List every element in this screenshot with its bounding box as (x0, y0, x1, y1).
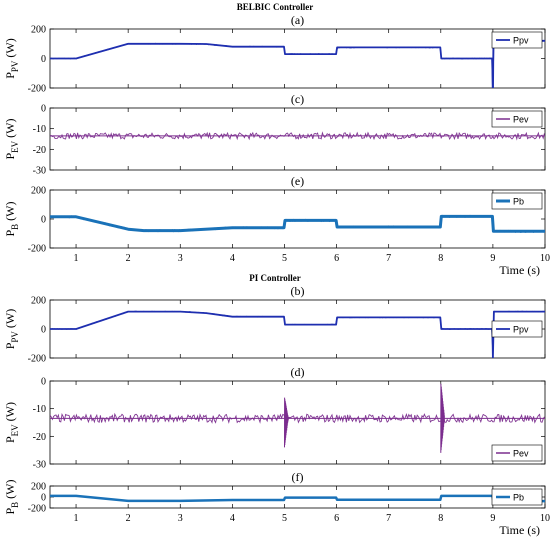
y-tick-label: 0 (41, 493, 46, 504)
series-ripple (50, 214, 545, 233)
legend-label: Pb (513, 493, 524, 503)
x-tick-label: 10 (540, 513, 550, 524)
series-pb (50, 494, 545, 503)
series-ripple (50, 310, 545, 353)
legend: Pev (491, 110, 543, 128)
y-axis-label: PPV (W) (3, 38, 20, 79)
x-tick-label: 7 (386, 513, 391, 524)
x-tick-label: 4 (230, 513, 235, 524)
legend-box (491, 488, 543, 506)
legend-label: Pb (513, 197, 524, 207)
y-tick-label: 200 (31, 482, 46, 493)
x-axis-label: Time (s) (499, 523, 540, 537)
x-tick-label: 2 (126, 253, 131, 264)
legend-box (491, 110, 543, 128)
series-ripple (50, 39, 545, 88)
y-tick-label: 0 (41, 215, 46, 226)
y-axis-label: PB (W) (3, 479, 20, 514)
x-tick-label: 1 (74, 253, 79, 264)
panel-label: (b) (291, 284, 305, 298)
x-axis-label: Time (s) (499, 263, 540, 277)
series-ppv (50, 39, 545, 88)
legend-box (491, 31, 543, 49)
y-tick-label: -200 (28, 354, 46, 365)
panel-label: (a) (291, 13, 304, 27)
x-tick-label: 4 (230, 253, 235, 264)
panel-label: (d) (291, 365, 305, 379)
legend: Pb (491, 192, 543, 210)
panel-c: (c) -30 -20 -10 0 PEV (W) Pev (3, 92, 546, 177)
y-tick-label: -200 (28, 244, 46, 255)
legend-label: Pev (513, 449, 529, 459)
series-ripple (50, 495, 545, 502)
series-ripple (50, 131, 545, 141)
y-tick-label: -30 (33, 460, 46, 471)
x-tick-label: 8 (438, 253, 443, 264)
y-tick-label: -30 (33, 166, 46, 177)
y-tick-label: -10 (33, 124, 46, 135)
figure-title-belbic: BELBIC Controller (237, 2, 314, 12)
x-tick-label: 3 (178, 513, 183, 524)
y-tick-label: -20 (33, 432, 46, 443)
y-tick-label: 200 (31, 25, 46, 36)
y-tick-label: 0 (41, 104, 46, 115)
x-tick-label: 8 (438, 513, 443, 524)
series-spike (440, 383, 445, 453)
panel-e: (e) 1 2 3 4 5 6 7 8 9 10 -200 0 200 PB (W) Time (s) Pb (3, 174, 550, 277)
x-tick-label: 6 (334, 513, 339, 524)
y-tick-label: 0 (41, 54, 46, 65)
y-tick-label: -200 (28, 84, 46, 95)
y-axis-label: PEV (W) (3, 118, 20, 159)
legend-box (491, 444, 543, 462)
legend-box (491, 320, 543, 338)
legend-box (491, 192, 543, 210)
x-tick-label: 2 (126, 513, 131, 524)
series-ppv (50, 310, 545, 358)
x-tick-label: 5 (282, 513, 287, 524)
legend: Pb (491, 488, 543, 506)
series-pb (50, 214, 545, 233)
x-tick-label: 6 (334, 253, 339, 264)
panel-d: (d) -30 -20 -10 0 PEV (W) Pev (3, 365, 546, 471)
legend-label: Ppv (513, 325, 529, 335)
y-axis-label: PEV (W) (3, 402, 20, 443)
panel-a: (a) -200 0 200 PPV (W) Ppv (3, 13, 546, 95)
legend: Pev (491, 444, 543, 462)
x-tick-label: 7 (386, 253, 391, 264)
panel-label: (e) (291, 174, 304, 188)
y-tick-label: 0 (41, 325, 46, 336)
series-ripple (50, 412, 545, 424)
y-tick-label: 0 (41, 377, 46, 388)
panel-label: (c) (291, 92, 304, 106)
y-tick-label: 200 (31, 296, 46, 307)
y-axis-label: PB (W) (3, 201, 20, 236)
y-axis-label: PPV (W) (3, 309, 20, 350)
series-spike (284, 397, 289, 448)
x-tick-label: 10 (540, 253, 550, 264)
y-tick-label: -20 (33, 145, 46, 156)
legend-label: Pev (513, 115, 529, 125)
x-tick-label: 5 (282, 253, 287, 264)
x-tick-label: 1 (74, 513, 79, 524)
legend-label: Ppv (513, 36, 529, 46)
series-pev (50, 383, 545, 453)
y-tick-label: -10 (33, 404, 46, 415)
legend: Ppv (491, 320, 543, 338)
axes-box (49, 107, 546, 171)
x-tick-label: 9 (490, 253, 495, 264)
series-pev (50, 131, 545, 141)
panel-label: (f) (292, 470, 304, 484)
x-tick-label: 9 (490, 513, 495, 524)
x-tick-label: 3 (178, 253, 183, 264)
figure-title-pi: PI Controller (249, 273, 301, 283)
y-tick-label: 200 (31, 186, 46, 197)
panel-b: (b) -200 0 200 PPV (W) Ppv (3, 284, 546, 365)
axes-box (49, 380, 546, 465)
y-tick-label: -200 (28, 504, 46, 515)
legend: Ppv (491, 31, 543, 49)
